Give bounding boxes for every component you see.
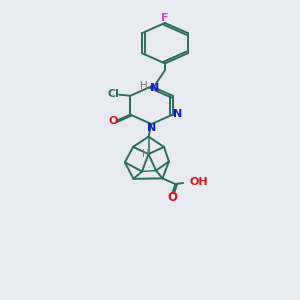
Text: N: N — [173, 109, 183, 119]
Text: H: H — [140, 81, 148, 92]
Text: OH: OH — [190, 178, 208, 188]
Text: H: H — [142, 148, 150, 159]
Text: Cl: Cl — [107, 89, 119, 99]
Text: O: O — [108, 116, 118, 126]
Text: F: F — [161, 13, 169, 23]
Text: N: N — [150, 83, 159, 93]
Text: O: O — [167, 191, 177, 204]
Text: N: N — [147, 123, 156, 133]
